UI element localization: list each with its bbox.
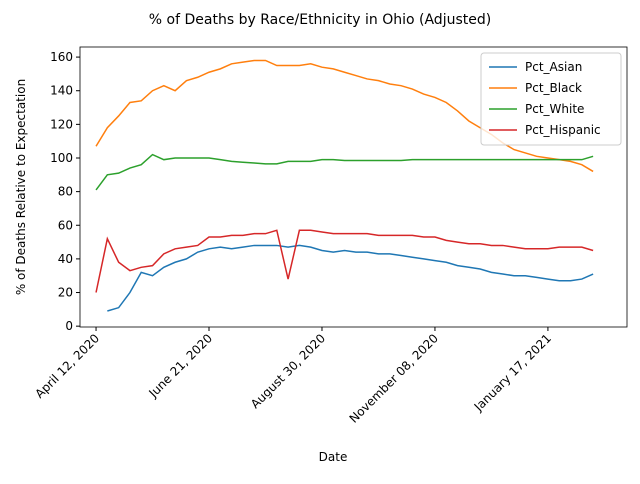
legend-label: Pct_Asian <box>525 60 582 74</box>
series-line <box>95 153 594 191</box>
x-tick-label: November 08, 2020 <box>347 331 442 426</box>
y-tick-label: 60 <box>58 218 73 232</box>
x-tick-label: April 12, 2020 <box>32 331 102 401</box>
y-tick-label: 40 <box>58 252 73 266</box>
legend-label: Pct_White <box>525 102 584 116</box>
x-axis-label: Date <box>319 450 348 464</box>
legend-label: Pct_Hispanic <box>525 123 601 137</box>
y-tick-label: 140 <box>50 84 73 98</box>
y-tick-label: 80 <box>58 185 73 199</box>
plot-frame <box>79 46 628 328</box>
series-line <box>95 59 594 173</box>
y-tick-label: 0 <box>65 319 73 333</box>
legend-box <box>480 52 622 146</box>
chart-title: % of Deaths by Race/Ethnicity in Ohio (A… <box>149 12 491 28</box>
y-tick-label: 120 <box>50 117 73 131</box>
y-axis-label: % of Deaths Relative to Expectation <box>14 79 28 295</box>
x-tick-label: June 21, 2020 <box>146 331 216 401</box>
x-tick-label: January 17, 2021 <box>471 331 554 414</box>
legend-label: Pct_Black <box>525 81 582 95</box>
y-tick-label: 100 <box>50 151 73 165</box>
y-tick-label: 160 <box>50 50 73 64</box>
x-tick-label: August 30, 2020 <box>248 331 328 411</box>
legend: Pct_Asian Pct_Black Pct_White Pct_Hispanic <box>480 52 622 146</box>
series-line <box>107 244 594 312</box>
y-tick-label: 20 <box>58 286 73 300</box>
series-line <box>95 229 594 293</box>
